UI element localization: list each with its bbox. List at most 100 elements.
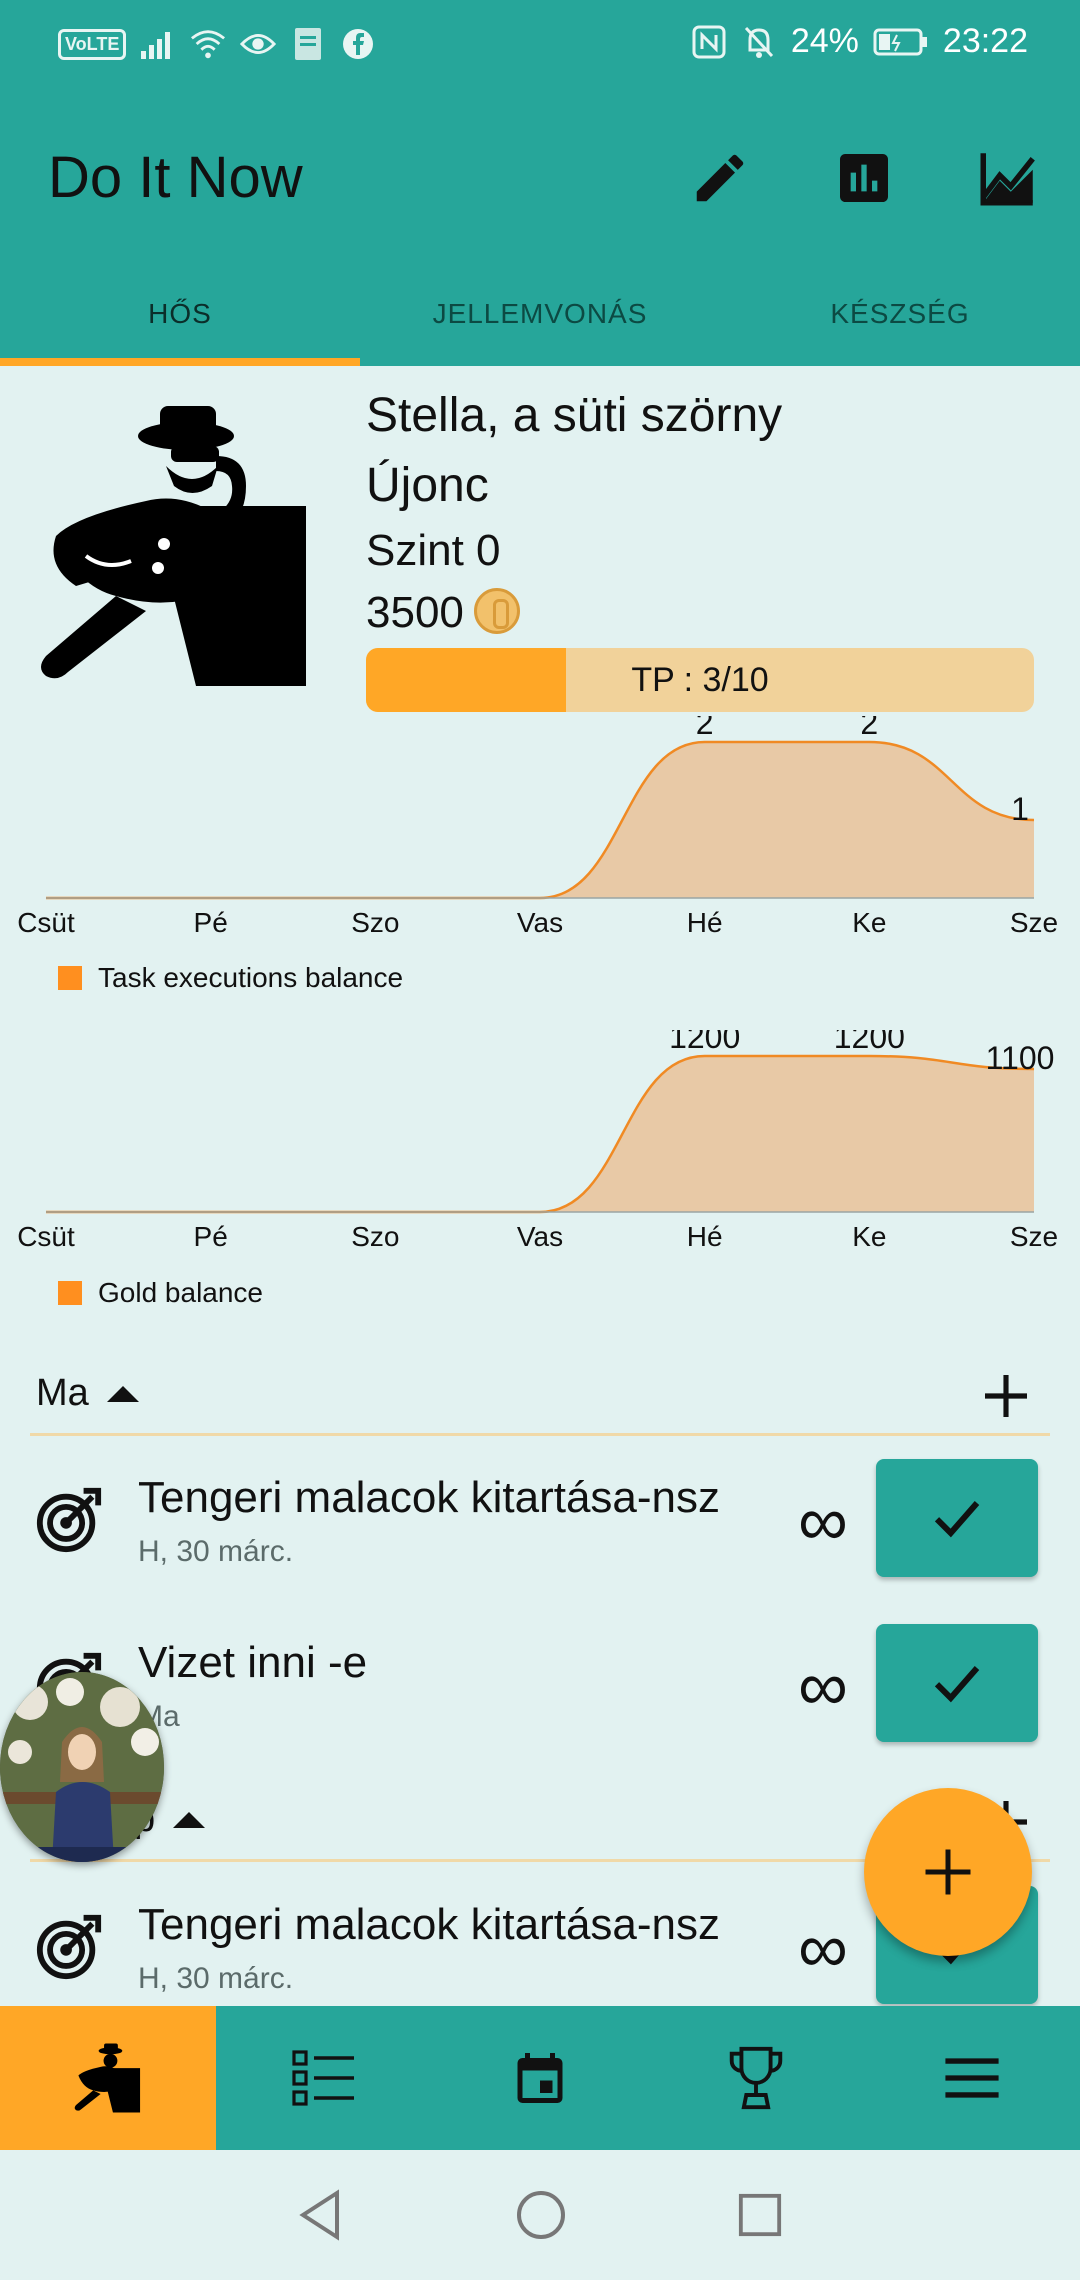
- gold-amount: 3500: [366, 588, 464, 637]
- edit-button[interactable]: [684, 142, 756, 214]
- hero-avatar: [41, 406, 306, 686]
- gold-balance-legend: Gold balance: [58, 1277, 263, 1309]
- chart-area: [46, 742, 1034, 898]
- calendar-icon: [517, 2053, 563, 2103]
- trophy-icon: [729, 2046, 783, 2110]
- gold-balance-chart-svg: Csüt Pé Szo Vas Hé Ke Sze 1200 1200 1100: [17, 1019, 1058, 1252]
- bell-off-icon: [741, 24, 777, 60]
- tab-traits[interactable]: JELLEMVONÁS: [432, 298, 648, 329]
- task-row[interactable]: Vizet inni -e Ma ∞: [0, 1610, 1080, 1760]
- x-tick-label: Pé: [194, 907, 228, 938]
- task-list-icon: [292, 2050, 354, 2106]
- avatar-photo: [0, 1672, 164, 1862]
- status-right-icons: 24% 23:22: [691, 22, 1028, 61]
- eye-icon: [240, 26, 277, 62]
- system-navigation-bar: [0, 2150, 1080, 2280]
- tp-progress-bar: TP : 3/10: [366, 648, 1034, 712]
- repeat-infinite-icon: ∞: [798, 1909, 848, 1987]
- task-executions-legend: Task executions balance: [58, 962, 403, 994]
- nav-achievements[interactable]: [648, 2006, 864, 2150]
- task-date: H, 30 márc.: [138, 1962, 294, 1995]
- tp-progress-fill: [366, 648, 567, 712]
- target-icon: [36, 1914, 102, 1980]
- section-header-today[interactable]: Ma: [30, 1356, 1050, 1436]
- x-tick-label: Ke: [852, 907, 886, 938]
- trend-button[interactable]: [972, 142, 1044, 214]
- legend-label: Gold balance: [98, 1277, 264, 1308]
- nav-tasks[interactable]: [216, 2006, 432, 2150]
- repeat-infinite-icon: ∞: [798, 1482, 848, 1560]
- add-task-button[interactable]: [978, 1368, 1034, 1424]
- collapse-caret-icon: [106, 1385, 139, 1402]
- hero-gold: 3500: [366, 588, 520, 638]
- battery-icon: [873, 24, 929, 60]
- hero-card: Stella, a süti szörny Újonc Szint 0 3500…: [0, 366, 1080, 716]
- status-bar: VoLTE 24% 23:22: [0, 0, 1080, 92]
- home-icon[interactable]: [515, 2189, 567, 2241]
- data-label: 1200: [669, 1030, 740, 1055]
- bar-chart-icon: [840, 154, 888, 202]
- x-tick-label: Csüt: [17, 1221, 75, 1252]
- complete-task-button[interactable]: [876, 1624, 1038, 1742]
- tp-label: TP : 3/10: [631, 660, 769, 699]
- x-tick-label: Ke: [852, 1221, 886, 1252]
- legend-swatch: [58, 966, 82, 990]
- x-tick-label: Vas: [517, 1221, 563, 1252]
- task-title: Tengeri malacok kitartása-nsz: [138, 1473, 721, 1522]
- tab-skills[interactable]: KÉSZSÉG: [830, 298, 970, 329]
- statistics-button[interactable]: [828, 142, 900, 214]
- x-tick-label: Csüt: [17, 907, 75, 938]
- floating-chat-avatar[interactable]: [0, 1672, 164, 1862]
- task-executions-chart: Csüt Pé Szo Vas Hé Ke Sze 2 2 1: [0, 705, 1080, 946]
- data-label: 2: [860, 716, 878, 741]
- task-date: H, 30 márc.: [138, 1535, 294, 1568]
- back-icon[interactable]: [297, 2189, 345, 2241]
- x-tick-label: Sze: [1010, 907, 1058, 938]
- coin-icon: [473, 588, 520, 635]
- data-label: 1: [1011, 791, 1029, 827]
- section-title: Ma: [36, 1372, 139, 1415]
- check-icon: [934, 1666, 980, 1703]
- bible-icon: [290, 26, 326, 62]
- data-label: 2: [696, 716, 714, 741]
- nfc-icon: [691, 24, 727, 60]
- status-left-icons: VoLTE: [58, 26, 376, 62]
- hero-rank: Újonc: [366, 459, 489, 512]
- x-tick-label: Hé: [687, 1221, 723, 1252]
- check-icon: [934, 1501, 980, 1538]
- tab-hero[interactable]: HŐS: [0, 262, 360, 366]
- app-title: Do It Now: [48, 145, 303, 210]
- hero-name: Stella, a süti szörny: [366, 389, 783, 442]
- line-chart-icon: [980, 153, 1035, 206]
- repeat-infinite-icon: ∞: [798, 1647, 848, 1725]
- tab-bar: HŐS JELLEMVONÁS KÉSZSÉG: [0, 262, 1080, 366]
- facebook-icon: [340, 26, 376, 62]
- add-fab-button[interactable]: [864, 1788, 1032, 1956]
- pencil-icon: [696, 154, 744, 202]
- data-label: 1200: [834, 1030, 905, 1055]
- legend-label: Task executions balance: [98, 962, 404, 993]
- nav-menu[interactable]: [864, 2006, 1080, 2150]
- bottom-navigation: [0, 2006, 1080, 2150]
- recents-icon[interactable]: [737, 2192, 783, 2238]
- x-tick-label: Pé: [194, 1221, 228, 1252]
- app-bar: Do It Now: [0, 92, 1080, 262]
- task-title: Tengeri malacok kitartása-nsz: [138, 1900, 721, 1949]
- x-tick-label: Szo: [351, 1221, 399, 1252]
- section-title-label: Ma: [36, 1372, 89, 1414]
- complete-task-button[interactable]: [876, 1459, 1038, 1577]
- x-tick-label: Hé: [687, 907, 723, 938]
- x-tick-label: Szo: [351, 907, 399, 938]
- target-icon: [36, 1487, 102, 1553]
- plus-icon: [925, 1849, 971, 1895]
- nav-hero[interactable]: [0, 2006, 216, 2150]
- task-row[interactable]: Tengeri malacok kitartása-nsz H, 30 márc…: [0, 1445, 1080, 1595]
- hero-icon: [74, 2043, 141, 2113]
- legend-swatch: [58, 1281, 82, 1305]
- nav-calendar[interactable]: [432, 2006, 648, 2150]
- x-tick-label: Sze: [1010, 1221, 1058, 1252]
- volte-indicator: VoLTE: [58, 28, 127, 60]
- menu-icon: [945, 2058, 999, 2098]
- gold-balance-chart: Csüt Pé Szo Vas Hé Ke Sze 1200 1200 1100: [0, 1019, 1080, 1260]
- wifi-icon: [190, 26, 226, 62]
